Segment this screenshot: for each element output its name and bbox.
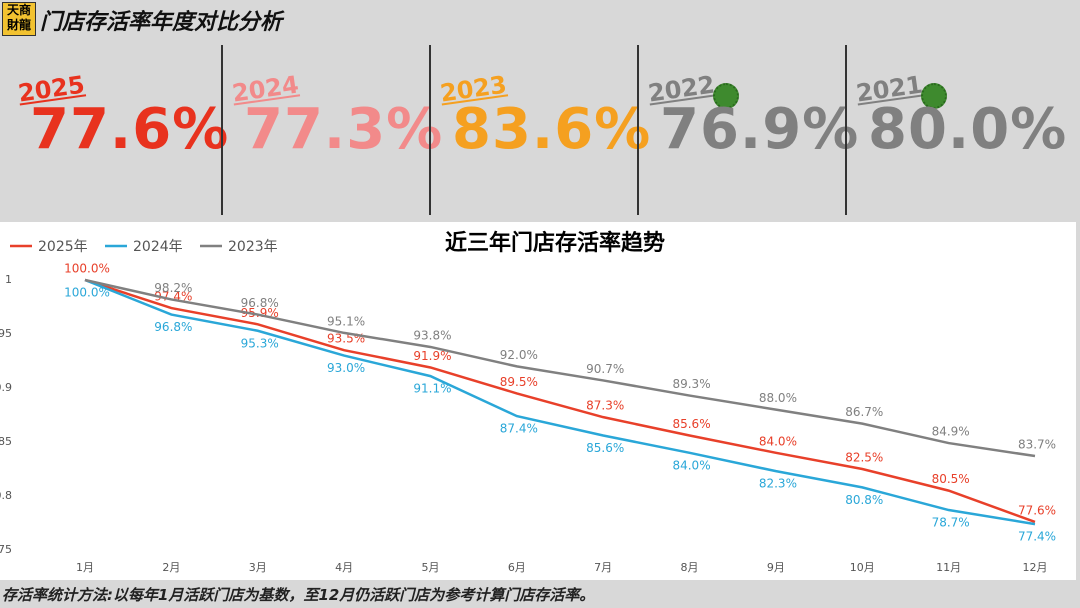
separator bbox=[221, 45, 223, 215]
data-label: 87.3% bbox=[586, 399, 624, 413]
data-label: 89.5% bbox=[500, 375, 538, 389]
stat-card: 2021 80.0% bbox=[846, 45, 1066, 215]
data-label: 84.0% bbox=[759, 434, 797, 448]
data-label: 87.4% bbox=[500, 422, 538, 436]
y-tick-label: 0.85 bbox=[0, 435, 12, 448]
data-label: 80.8% bbox=[845, 493, 883, 507]
data-label: 78.7% bbox=[932, 516, 970, 530]
x-tick-label: 4月 bbox=[335, 561, 353, 574]
card-value: 83.6% bbox=[452, 97, 652, 162]
stat-card: 2024 77.3% bbox=[222, 45, 442, 215]
data-label: 92.0% bbox=[500, 348, 538, 362]
card-value: 80.0% bbox=[868, 97, 1068, 162]
chart: 近三年门店存活率趋势 0.750.80.850.90.9511月2月3月4月5月… bbox=[0, 222, 1076, 580]
separator bbox=[637, 45, 639, 215]
x-tick-label: 3月 bbox=[249, 561, 267, 574]
y-tick-label: 1 bbox=[5, 273, 12, 286]
x-tick-label: 10月 bbox=[850, 561, 875, 574]
separator bbox=[429, 45, 431, 215]
data-label: 100.0% bbox=[64, 262, 110, 276]
data-label: 82.3% bbox=[759, 477, 797, 491]
data-label: 93.8% bbox=[413, 328, 451, 342]
data-label: 84.0% bbox=[672, 458, 710, 472]
virus-icon bbox=[921, 83, 947, 109]
card-value: 77.6% bbox=[30, 97, 230, 162]
x-tick-label: 6月 bbox=[508, 561, 526, 574]
series-line bbox=[84, 278, 1036, 526]
stat-card: 2025 77.6% bbox=[8, 45, 228, 215]
data-label: 91.1% bbox=[413, 382, 451, 396]
data-label: 77.4% bbox=[1018, 530, 1056, 544]
footnote: 存活率统计方法:以每年1月活跃门店为基数，至12月仍活跃门店为参考计算门店存活率… bbox=[2, 586, 595, 604]
x-tick-label: 5月 bbox=[421, 561, 439, 574]
logo-line: 財龍 bbox=[6, 18, 31, 32]
data-label: 95.1% bbox=[327, 314, 365, 328]
data-label: 88.0% bbox=[759, 391, 797, 405]
card-value: 76.9% bbox=[660, 97, 860, 162]
data-label: 89.3% bbox=[672, 377, 710, 391]
legend-label: 2025年 bbox=[38, 239, 88, 255]
data-label: 90.7% bbox=[586, 362, 624, 376]
data-label: 85.6% bbox=[672, 417, 710, 431]
data-label: 91.9% bbox=[413, 349, 451, 363]
data-label: 93.0% bbox=[327, 361, 365, 375]
x-tick-label: 7月 bbox=[594, 561, 612, 574]
logo-line: 天商 bbox=[6, 3, 31, 17]
stat-card: 2023 83.6% bbox=[430, 45, 650, 215]
data-label: 96.8% bbox=[241, 296, 279, 310]
x-tick-label: 9月 bbox=[767, 561, 785, 574]
data-label: 98.2% bbox=[154, 281, 192, 295]
x-tick-label: 1月 bbox=[76, 561, 94, 574]
data-label: 97.4% bbox=[154, 290, 192, 304]
y-tick-label: 0.75 bbox=[0, 543, 12, 556]
virus-icon bbox=[713, 83, 739, 109]
data-label: 83.7% bbox=[1018, 438, 1056, 452]
y-tick-label: 0.95 bbox=[0, 327, 12, 340]
data-label: 86.7% bbox=[845, 405, 883, 419]
data-label: 96.8% bbox=[154, 320, 192, 334]
x-tick-label: 12月 bbox=[1023, 561, 1048, 574]
data-label: 80.5% bbox=[932, 472, 970, 486]
series-line bbox=[84, 278, 1036, 524]
x-tick-label: 11月 bbox=[936, 561, 961, 574]
legend-label: 2024年 bbox=[133, 239, 183, 255]
y-tick-label: 0.9 bbox=[0, 381, 12, 394]
data-label: 84.9% bbox=[932, 425, 970, 439]
data-label: 85.6% bbox=[586, 441, 624, 455]
series-line bbox=[84, 278, 1036, 458]
page-title: 门店存活率年度对比分析 bbox=[40, 10, 283, 35]
y-tick-label: 0.8 bbox=[0, 489, 12, 502]
data-label: 82.5% bbox=[845, 451, 883, 465]
x-tick-label: 8月 bbox=[681, 561, 699, 574]
chart-background bbox=[0, 222, 1076, 580]
data-label: 95.3% bbox=[241, 336, 279, 350]
card-value: 77.3% bbox=[244, 97, 444, 162]
data-label: 77.6% bbox=[1018, 503, 1056, 517]
logo: 天商 財龍 bbox=[2, 2, 36, 36]
separator bbox=[845, 45, 847, 215]
legend-label: 2023年 bbox=[228, 239, 278, 255]
x-tick-label: 2月 bbox=[162, 561, 180, 574]
data-label: 100.0% bbox=[64, 286, 110, 300]
stat-card: 2022 76.9% bbox=[638, 45, 858, 215]
chart-title: 近三年门店存活率趋势 bbox=[445, 230, 665, 256]
